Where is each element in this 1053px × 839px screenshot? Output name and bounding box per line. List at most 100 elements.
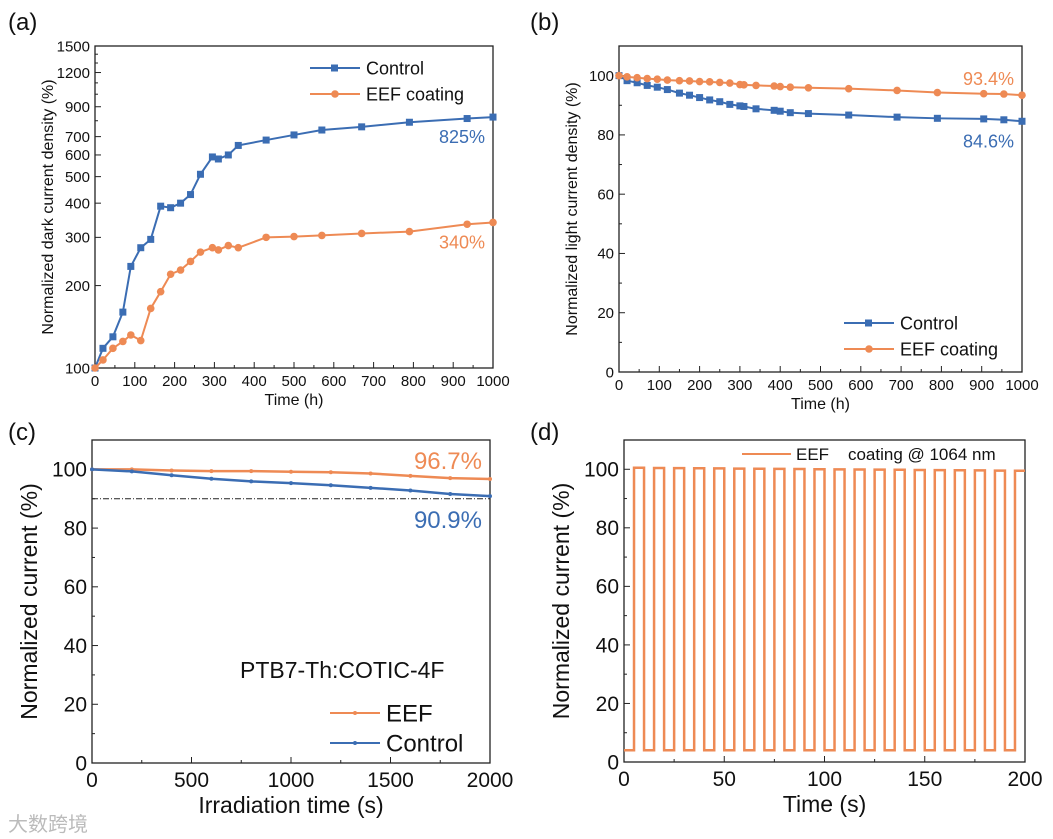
y-tick-label: 40 xyxy=(597,246,614,263)
y-tick-label: 80 xyxy=(597,127,614,144)
legend-label: EEF coating xyxy=(366,84,464,104)
data-point xyxy=(90,467,94,472)
y-tick-label: 400 xyxy=(65,195,90,212)
data-point xyxy=(715,78,724,87)
data-point xyxy=(167,204,175,212)
x-tick-label: 200 xyxy=(162,373,187,390)
data-point xyxy=(405,118,413,126)
data-point xyxy=(615,71,623,80)
annotation-825: 825% xyxy=(439,127,485,147)
y-tick-label: 0 xyxy=(75,752,87,775)
annotation-846: 84.6% xyxy=(963,131,1014,151)
data-point xyxy=(368,485,373,490)
data-point xyxy=(463,115,471,123)
x-tick-label: 200 xyxy=(687,377,712,394)
x-tick-label: 900 xyxy=(969,377,994,394)
y-tick-label: 200 xyxy=(65,278,90,295)
data-point xyxy=(328,483,333,488)
x-tick-label: 500 xyxy=(808,377,833,394)
y-tick-label: 600 xyxy=(65,147,90,164)
data-point xyxy=(289,481,293,486)
y-tick-label: 40 xyxy=(64,635,87,658)
legend-label: EEF coating @ 1064 nm xyxy=(796,445,996,464)
data-point xyxy=(109,333,117,341)
y-axis-label: Normalized current (%) xyxy=(16,483,42,719)
data-point xyxy=(705,78,714,86)
x-tick-label: 0 xyxy=(618,768,630,791)
data-point xyxy=(318,126,326,134)
data-point xyxy=(633,79,641,87)
data-point xyxy=(127,262,135,270)
data-point xyxy=(208,153,216,161)
data-point xyxy=(770,106,778,114)
data-point xyxy=(262,233,270,242)
data-point xyxy=(169,473,174,478)
data-point xyxy=(448,476,453,481)
y-tick-label: 700 xyxy=(65,129,90,146)
x-tick-label: 800 xyxy=(929,377,954,394)
data-point xyxy=(933,88,942,97)
y-tick-label: 60 xyxy=(64,576,87,599)
data-point xyxy=(488,477,492,482)
data-point xyxy=(249,479,254,484)
data-point xyxy=(653,75,662,83)
x-axis-label: Time (h) xyxy=(791,396,850,413)
y-tick-label: 20 xyxy=(596,693,619,716)
data-point xyxy=(196,248,205,256)
x-tick-label: 2000 xyxy=(467,769,514,792)
data-point xyxy=(736,102,744,110)
data-point xyxy=(489,218,497,227)
legend-label: Control xyxy=(900,313,958,333)
data-point xyxy=(157,202,165,210)
y-tick-label: 80 xyxy=(64,517,87,540)
data-point xyxy=(136,336,145,345)
panel-label: (c) xyxy=(8,419,36,446)
annotation-967: 96.7% xyxy=(414,448,482,475)
x-axis-label: Time (s) xyxy=(783,791,866,817)
x-tick-label: 1000 xyxy=(1005,377,1038,394)
data-point xyxy=(119,308,127,316)
data-point xyxy=(209,469,214,474)
data-point xyxy=(663,86,671,94)
data-point xyxy=(405,227,414,236)
data-point xyxy=(776,107,784,115)
y-tick-label: 80 xyxy=(596,517,619,540)
y-tick-label: 20 xyxy=(597,305,614,322)
legend-marker xyxy=(331,64,338,72)
legend-marker xyxy=(353,741,357,745)
data-point xyxy=(169,468,174,473)
data-point xyxy=(209,476,214,481)
data-point xyxy=(752,81,760,90)
sample-label: PTB7-Th:COTIC-4F xyxy=(240,657,444,683)
x-tick-label: 150 xyxy=(907,768,942,791)
y-tick-label: 100 xyxy=(589,68,614,85)
data-point xyxy=(893,113,901,121)
y-tick-label: 500 xyxy=(65,169,90,186)
data-point xyxy=(129,469,134,474)
y-tick-label: 100 xyxy=(52,459,87,482)
y-tick-label: 40 xyxy=(596,634,619,657)
data-point xyxy=(643,74,652,83)
y-tick-label: 300 xyxy=(65,230,90,247)
data-point xyxy=(147,235,155,243)
data-point xyxy=(1018,91,1026,99)
data-point xyxy=(770,82,778,90)
data-point xyxy=(489,113,497,121)
data-point xyxy=(740,102,748,110)
y-tick-label: 100 xyxy=(65,360,90,377)
data-point xyxy=(979,89,988,98)
data-point xyxy=(845,111,853,119)
legend-marker xyxy=(353,711,357,715)
data-point xyxy=(408,488,413,493)
data-point xyxy=(234,141,242,149)
y-tick-label: 0 xyxy=(606,364,614,381)
data-point xyxy=(1000,116,1008,124)
x-tick-label: 800 xyxy=(401,373,426,390)
data-point xyxy=(99,344,107,352)
data-point xyxy=(176,266,185,274)
data-point xyxy=(249,469,254,474)
data-point xyxy=(685,77,694,85)
data-point xyxy=(740,81,748,89)
